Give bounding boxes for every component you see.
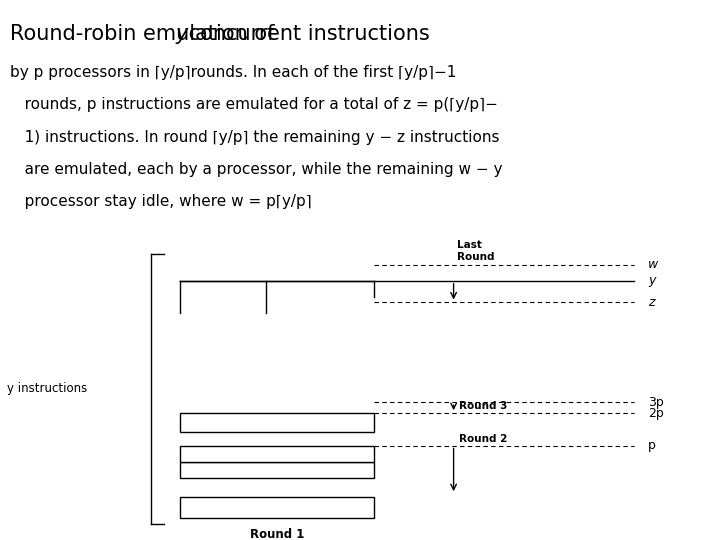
Text: y instructions: y instructions xyxy=(7,382,87,395)
Bar xyxy=(180,413,374,432)
Text: Round 2: Round 2 xyxy=(459,434,508,444)
Text: Round 3: Round 3 xyxy=(459,401,508,411)
Text: concurrent instructions: concurrent instructions xyxy=(182,24,430,44)
Bar xyxy=(180,446,374,462)
Text: 2p: 2p xyxy=(648,407,664,420)
Text: Round 1: Round 1 xyxy=(250,528,305,540)
Text: w: w xyxy=(648,258,658,271)
Bar xyxy=(180,497,374,518)
Text: 1) instructions. In round ⌈y/p⌉ the remaining y − z instructions: 1) instructions. In round ⌈y/p⌉ the rema… xyxy=(10,130,500,145)
Text: Last
Round: Last Round xyxy=(457,240,495,262)
Text: Round-robin emulation of: Round-robin emulation of xyxy=(10,24,282,44)
Text: are emulated, each by a processor, while the remaining w − y: are emulated, each by a processor, while… xyxy=(10,162,503,177)
Text: rounds, p instructions are emulated for a total of z = p(⌈y/p⌉−: rounds, p instructions are emulated for … xyxy=(10,97,498,112)
Bar xyxy=(180,462,374,478)
Text: z: z xyxy=(648,296,654,309)
Text: p: p xyxy=(648,439,656,452)
Text: by p processors in ⌈y/p⌉rounds. In each of the first ⌈y/p⌉−1: by p processors in ⌈y/p⌉rounds. In each … xyxy=(10,65,456,80)
Text: processor stay idle, where w = p⌈y/p⌉: processor stay idle, where w = p⌈y/p⌉ xyxy=(10,194,312,210)
Text: y: y xyxy=(176,24,188,44)
Text: 3p: 3p xyxy=(648,396,664,409)
Text: y: y xyxy=(648,274,655,287)
